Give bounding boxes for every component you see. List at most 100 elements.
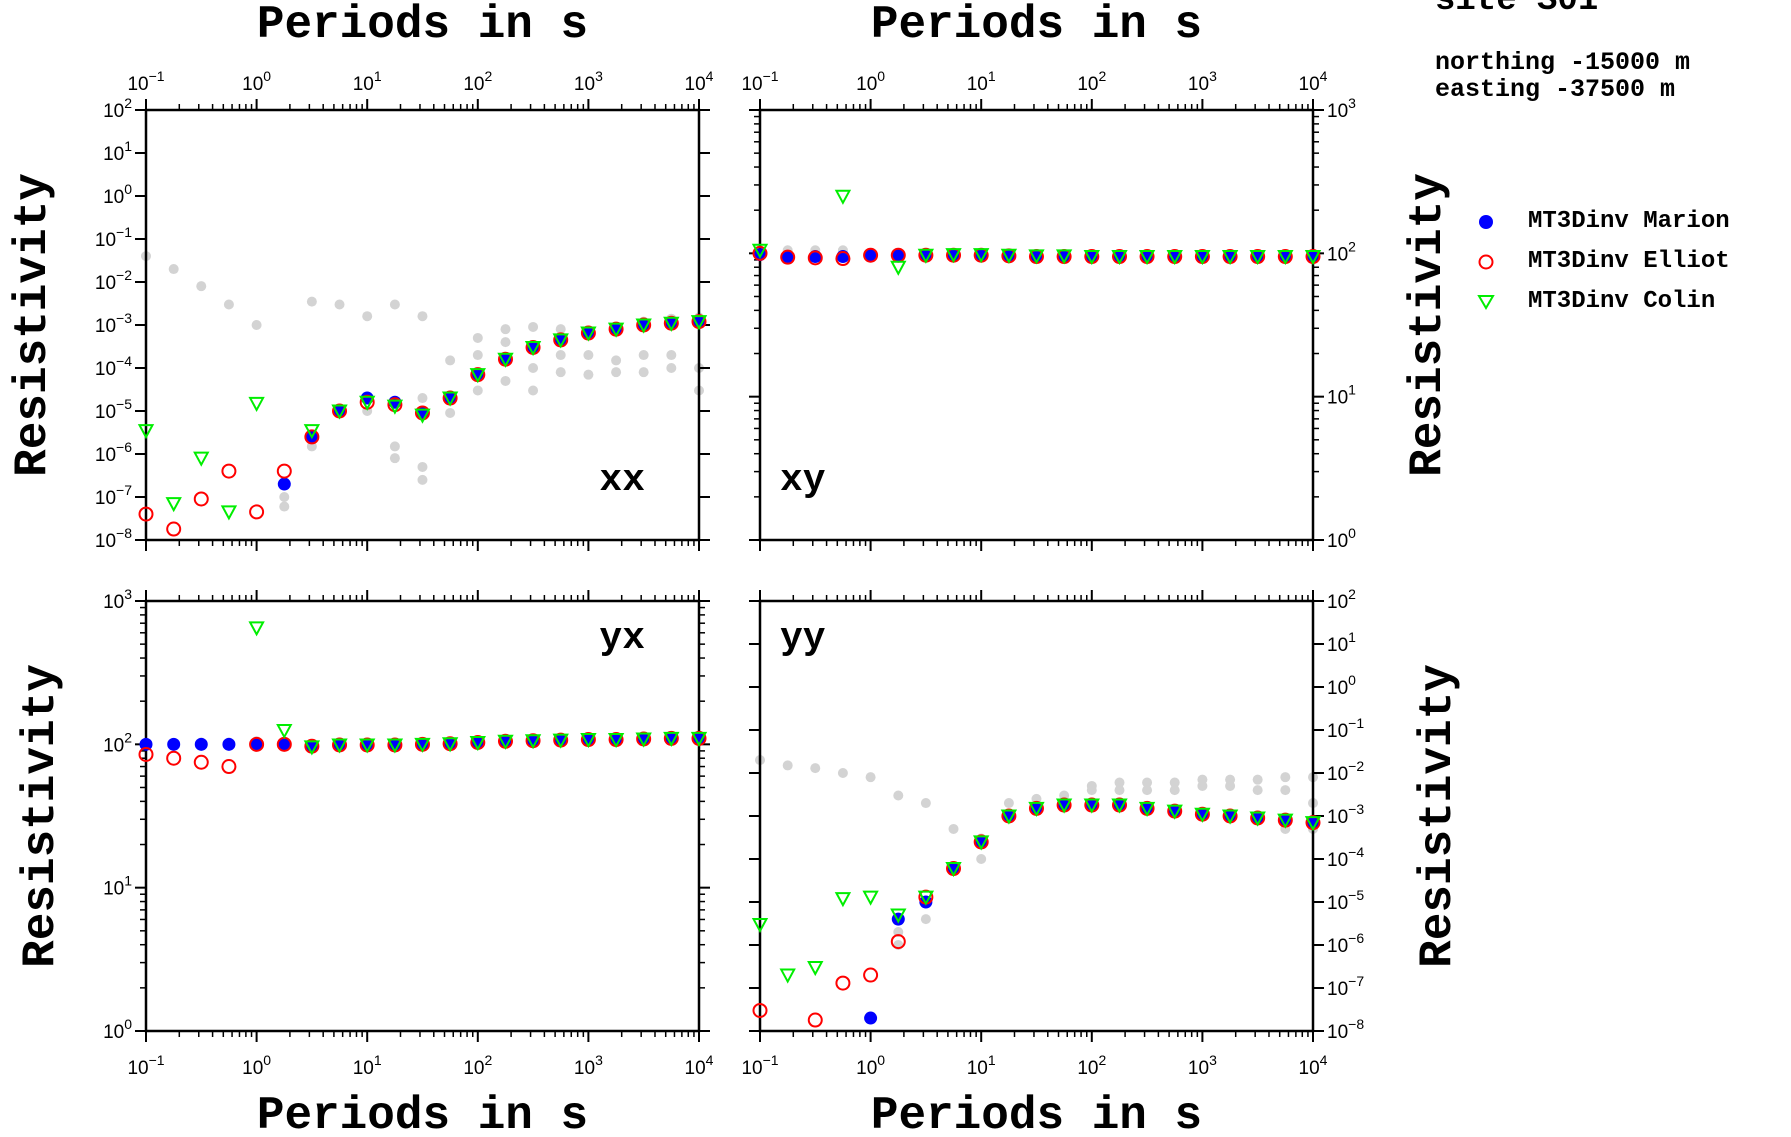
elliot-point — [138, 506, 154, 522]
elliot-point — [193, 754, 209, 770]
marion-point — [891, 248, 905, 262]
x-tick-label: 104 — [1299, 68, 1328, 95]
y-tick-label: 100 — [103, 1016, 132, 1043]
marion-point — [443, 737, 457, 751]
colin-point — [414, 737, 431, 753]
background-point — [865, 772, 876, 783]
background-point — [611, 355, 622, 366]
colin-point — [1055, 249, 1073, 265]
background-point — [1142, 777, 1153, 788]
background-point — [417, 474, 428, 485]
marion-point — [1029, 801, 1043, 815]
colin-point — [552, 333, 569, 349]
x-axis-title-yy: Periods in s — [871, 1090, 1202, 1137]
background-point — [1225, 780, 1236, 791]
y-tick-label: 10−3 — [95, 310, 132, 337]
colin-point — [862, 890, 879, 906]
x-tick-label: 10−1 — [127, 68, 164, 95]
colin-point — [441, 737, 459, 753]
background-point — [417, 461, 428, 472]
plot-frame-xy — [758, 108, 1315, 542]
x-tick-label: 100 — [242, 68, 271, 95]
x-tick-label: 104 — [1299, 1052, 1328, 1079]
marion-point — [222, 737, 236, 751]
background-point — [389, 441, 400, 452]
elliot-point — [166, 521, 182, 537]
background-point — [555, 350, 566, 361]
marion-point — [498, 352, 512, 366]
x-tick-label: 10−1 — [127, 1052, 164, 1079]
background-point — [948, 823, 959, 834]
background-point — [279, 501, 290, 512]
background-point — [583, 350, 594, 361]
marion-point — [1140, 801, 1154, 815]
background-point — [500, 337, 511, 348]
y-tick-label: 10−4 — [1327, 844, 1364, 871]
colin-point — [331, 738, 348, 754]
background-point — [223, 299, 234, 310]
x-axis-title-xy: Periods in s — [871, 0, 1202, 51]
background-point — [782, 760, 793, 771]
y-tick-label: 10−1 — [1327, 715, 1364, 742]
marion-point — [554, 333, 568, 347]
colin-point — [635, 318, 652, 334]
elliot-point — [249, 736, 265, 752]
y-axis-title-yy: Resistivity — [1412, 664, 1464, 968]
y-tick-label: 101 — [103, 138, 132, 165]
marion-point — [974, 835, 988, 849]
background-point — [555, 324, 566, 335]
northing-label: northing -15000 m — [1435, 48, 1691, 77]
colin-point — [607, 322, 625, 338]
marion-point — [1306, 250, 1320, 264]
legend-marker-open-triangle — [1477, 295, 1495, 310]
marion-point — [1168, 804, 1182, 818]
background-point — [920, 798, 931, 809]
marion-point — [637, 732, 651, 746]
colin-point — [497, 734, 514, 750]
elliot-point — [807, 250, 823, 266]
colin-point — [359, 395, 376, 411]
y-tick-label: 100 — [1327, 525, 1356, 552]
marion-point — [1002, 248, 1016, 262]
marion-point — [1085, 798, 1099, 812]
colin-point — [1138, 250, 1156, 266]
x-tick-label: 101 — [967, 1052, 996, 1079]
marion-point — [388, 738, 402, 752]
marion-point — [1112, 798, 1126, 812]
x-tick-label: 104 — [685, 68, 714, 95]
marion-point — [692, 315, 706, 329]
colin-point — [524, 734, 542, 750]
background-point — [472, 385, 483, 396]
colin-point — [635, 732, 652, 748]
x-tick-label: 102 — [1077, 68, 1106, 95]
marion-point — [1251, 811, 1265, 825]
marion-point — [415, 737, 429, 751]
colin-point — [1028, 801, 1045, 818]
y-tick-label: 103 — [1327, 95, 1356, 122]
marion-point — [1306, 816, 1320, 830]
background-point — [362, 311, 373, 322]
y-tick-label: 101 — [103, 873, 132, 900]
legend-label-marion: MT3Dinv Marion — [1528, 208, 1730, 235]
elliot-point — [807, 1012, 823, 1028]
colin-point — [469, 735, 486, 752]
background-point — [666, 350, 677, 361]
colin-point — [1111, 250, 1128, 266]
y-tick-label: 10−1 — [95, 224, 132, 251]
marion-point — [637, 318, 651, 332]
background-point — [638, 350, 649, 361]
site-label: site S01 — [1435, 0, 1599, 20]
background-point — [1169, 777, 1180, 788]
elliot-point — [276, 463, 292, 479]
background-point — [1280, 772, 1291, 783]
marion-point — [1278, 813, 1292, 827]
colin-point — [441, 391, 459, 407]
marion-point — [1251, 250, 1265, 264]
elliot-point — [752, 1002, 768, 1018]
marion-point — [609, 733, 623, 747]
colin-point — [552, 733, 569, 749]
x-tick-label: 103 — [1188, 68, 1217, 95]
marion-point — [864, 1011, 878, 1025]
colin-point — [751, 243, 769, 259]
